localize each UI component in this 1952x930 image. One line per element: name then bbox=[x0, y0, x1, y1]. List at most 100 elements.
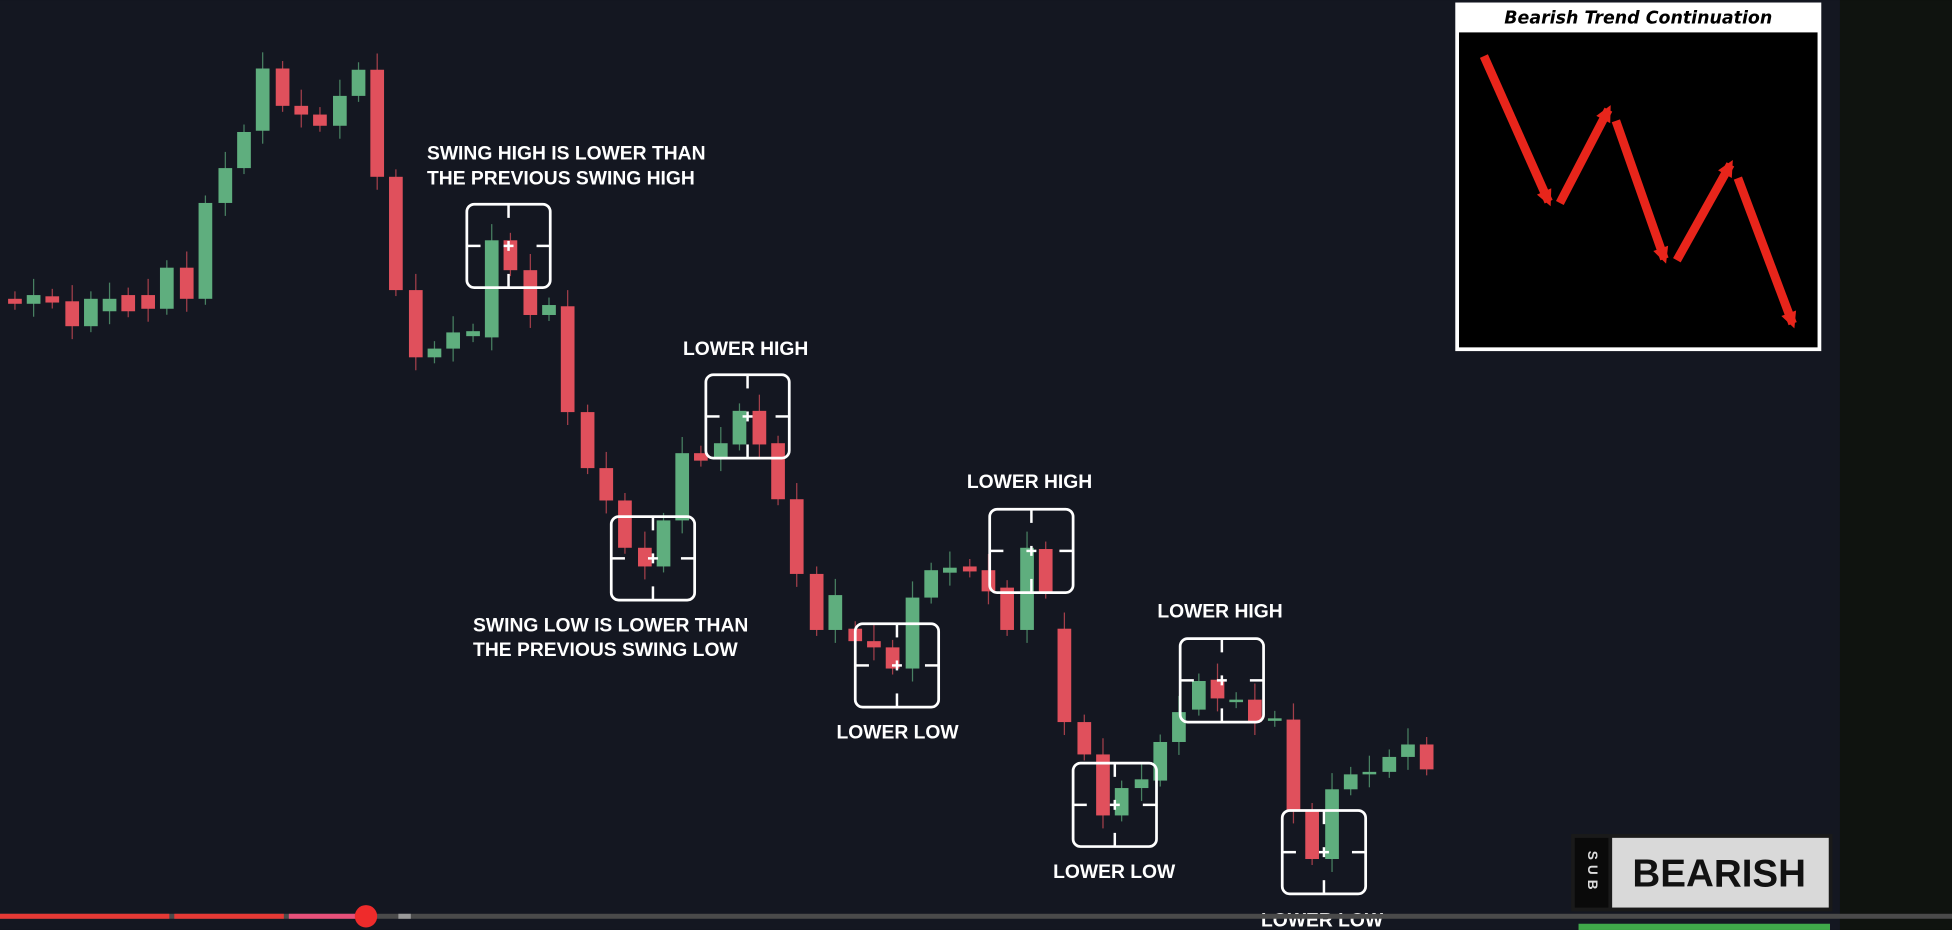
candle-body bbox=[370, 69, 385, 177]
candle-body bbox=[618, 500, 632, 548]
candle-body bbox=[867, 641, 881, 648]
candle-body bbox=[905, 597, 920, 669]
annotation-text: LOWER HIGH bbox=[683, 339, 808, 360]
arrow-shaft bbox=[1733, 176, 1797, 326]
candle-body bbox=[752, 410, 767, 445]
candle-body bbox=[1057, 628, 1072, 723]
progress-played bbox=[288, 913, 366, 919]
candle-body bbox=[1248, 699, 1262, 723]
progress-buffer bbox=[398, 913, 411, 919]
candle-body bbox=[656, 520, 671, 567]
annotation-text: THE PREVIOUS SWING LOW bbox=[473, 640, 738, 661]
candle-body bbox=[638, 547, 652, 567]
candle-body bbox=[313, 114, 327, 126]
inset: Bearish Trend Continuation bbox=[1455, 2, 1822, 352]
candle-body bbox=[102, 298, 117, 312]
arrow-head bbox=[1596, 105, 1611, 124]
candle-body bbox=[65, 301, 80, 327]
candle-body bbox=[8, 298, 22, 304]
candle-body bbox=[159, 267, 174, 309]
candle-body bbox=[255, 68, 270, 131]
arrow-shaft bbox=[1555, 107, 1613, 205]
candle-body bbox=[1038, 549, 1053, 593]
badge: SUB BEARISH bbox=[1571, 834, 1833, 912]
side-strip bbox=[1839, 0, 1952, 930]
progress-played bbox=[0, 913, 170, 919]
candle-body bbox=[198, 202, 213, 299]
annotation-text: SWING HIGH IS LOWER THAN bbox=[427, 143, 706, 164]
candle-body bbox=[141, 295, 155, 309]
candle-body bbox=[466, 331, 480, 337]
arrow-head bbox=[1718, 160, 1733, 178]
arrow-head bbox=[1653, 245, 1669, 264]
candle-body bbox=[351, 69, 366, 96]
focus-frames bbox=[465, 202, 1368, 896]
candle-body bbox=[1382, 756, 1397, 772]
progress-bar[interactable] bbox=[0, 905, 1952, 930]
candle-body bbox=[1286, 719, 1301, 811]
annotation-text: LOWER LOW bbox=[1053, 862, 1176, 883]
candle-body bbox=[732, 410, 747, 445]
candle-body bbox=[771, 443, 785, 500]
candle-body bbox=[1172, 712, 1186, 742]
badge-label: BEARISH bbox=[1632, 852, 1806, 895]
candle-body bbox=[294, 105, 309, 115]
candle-body bbox=[84, 298, 98, 327]
candle-body bbox=[427, 348, 442, 358]
progress-track bbox=[0, 913, 1952, 919]
inset-title: Bearish Trend Continuation bbox=[1504, 9, 1772, 29]
candle-body bbox=[1134, 779, 1149, 789]
candle-body bbox=[713, 443, 728, 459]
arrow-shaft bbox=[1611, 119, 1669, 261]
candle-body bbox=[1362, 771, 1377, 775]
candle-body bbox=[275, 68, 290, 106]
candle-body bbox=[1401, 744, 1415, 757]
candle-body bbox=[943, 567, 957, 573]
candle-body bbox=[599, 468, 614, 501]
candle-body bbox=[237, 131, 251, 169]
annotation-text: THE PREVIOUS SWING HIGH bbox=[427, 168, 695, 189]
candle-body bbox=[503, 240, 518, 271]
candle-body bbox=[218, 168, 233, 203]
candle-body bbox=[962, 566, 977, 572]
candle-body bbox=[1020, 547, 1034, 630]
candle-body bbox=[1419, 744, 1434, 770]
progress-handle[interactable] bbox=[354, 905, 378, 928]
candle-body bbox=[45, 296, 60, 303]
candle-body bbox=[523, 270, 538, 315]
badge-side bbox=[1574, 837, 1609, 908]
candle-body bbox=[389, 176, 403, 291]
candle-body bbox=[1114, 788, 1129, 816]
annotation-text: LOWER HIGH bbox=[1157, 602, 1282, 623]
arrow-head bbox=[1781, 310, 1797, 329]
annotation-text: LOWER LOW bbox=[837, 722, 960, 743]
candle-body bbox=[179, 267, 194, 299]
arrow-head bbox=[1536, 188, 1552, 207]
badge-side-text: SUB bbox=[1585, 851, 1600, 895]
candle-body bbox=[333, 95, 347, 126]
candle-body bbox=[26, 295, 41, 304]
candle-body bbox=[121, 295, 136, 312]
candle-body bbox=[694, 453, 708, 461]
green-bar bbox=[1578, 923, 1830, 930]
candle-body bbox=[1077, 722, 1092, 755]
candle-body bbox=[924, 570, 939, 598]
candle-body bbox=[560, 306, 575, 413]
annotation-text: LOWER LOW bbox=[1261, 910, 1384, 930]
progress-played bbox=[174, 913, 284, 919]
candle-body bbox=[408, 290, 423, 358]
candle-body bbox=[789, 499, 804, 574]
annotation-text: LOWER HIGH bbox=[967, 472, 1092, 493]
candle-body bbox=[675, 453, 690, 521]
candle-body bbox=[1305, 810, 1319, 860]
candle-body bbox=[446, 332, 460, 349]
candle-body bbox=[1096, 754, 1110, 816]
candle-body bbox=[580, 412, 595, 469]
candle-body bbox=[1229, 699, 1244, 703]
candle-body bbox=[542, 305, 556, 315]
candle-body bbox=[1325, 789, 1339, 860]
arrow-shaft bbox=[1479, 54, 1553, 204]
badge-panel bbox=[1612, 837, 1829, 908]
annotation-text: SWING LOW IS LOWER THAN bbox=[473, 615, 748, 636]
